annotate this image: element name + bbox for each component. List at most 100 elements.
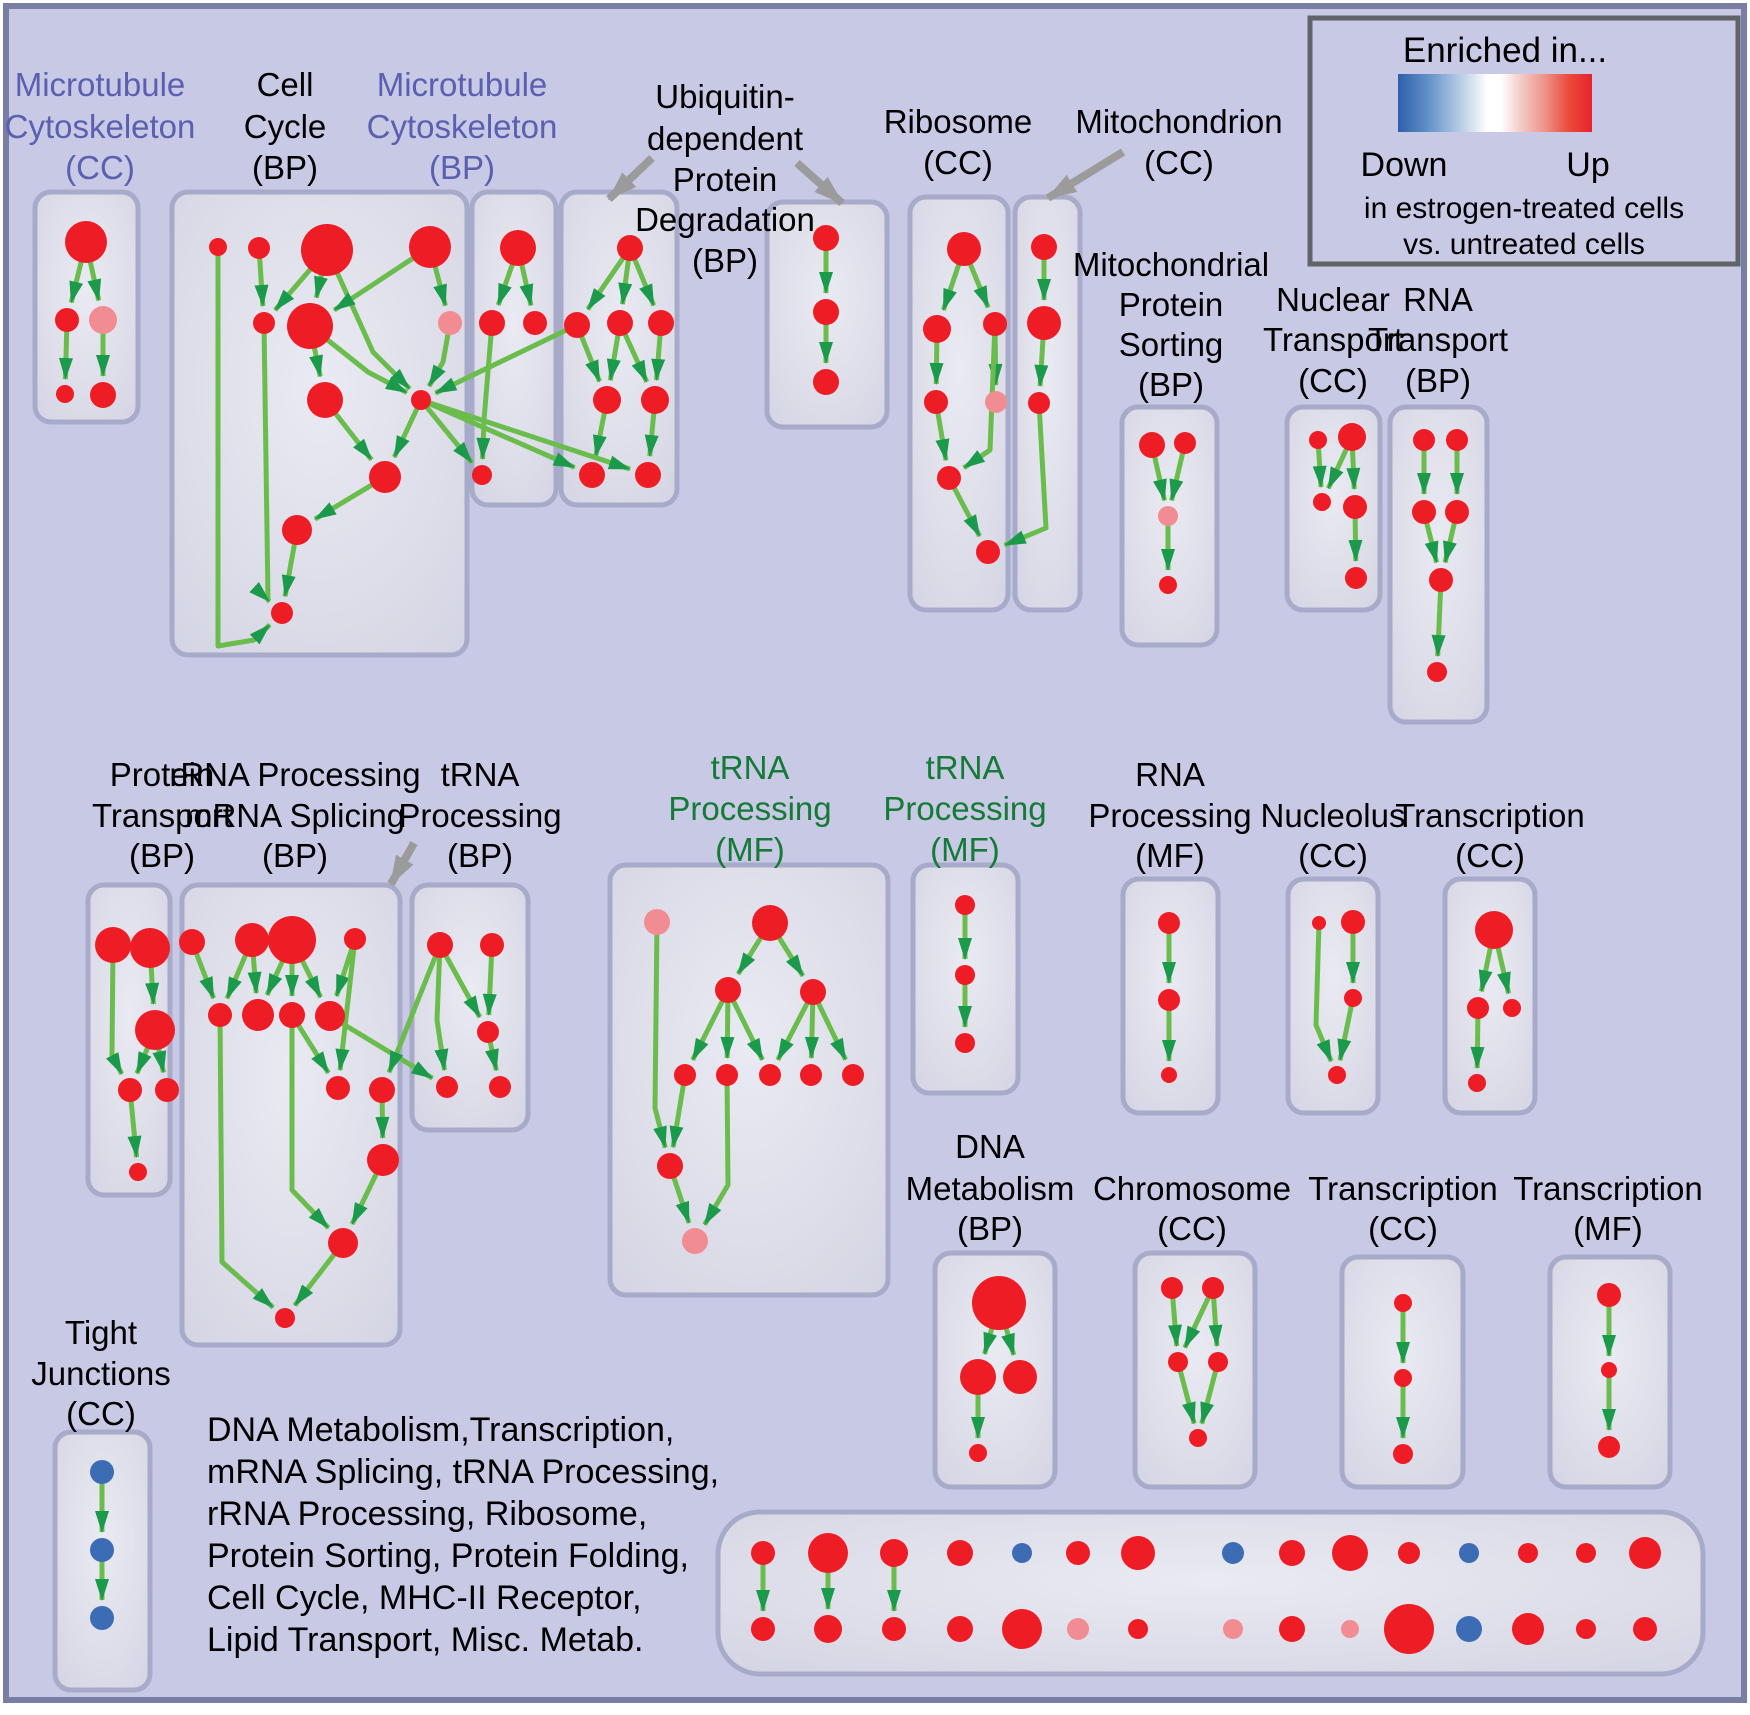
- gene-node-trna-mf-large-g2: [752, 905, 788, 941]
- cluster-label-ubiq-deg-left-line3: Degradation: [635, 201, 815, 238]
- cluster-box-chromosome: [1132, 1250, 1258, 1490]
- gene-node-protein-transport-q1: [95, 927, 131, 963]
- gene-node-transcription-mf-pm2: [1601, 1362, 1617, 1378]
- cluster-label-mitochondrion-line1: (CC): [1144, 144, 1214, 181]
- cluster-label-rna-processing-mf-line1: Processing: [1088, 797, 1251, 834]
- gene-node-trna-mf-small-h1: [955, 895, 975, 915]
- gene-node-trna-mf-large-g9: [842, 1064, 864, 1086]
- gene-node-chromosome-n1: [1161, 1277, 1183, 1299]
- legend-up_label: Up: [1566, 146, 1609, 184]
- gene-node-microtubule-cc-a5: [90, 382, 116, 408]
- cluster-label-rna-processing-mf-line0: RNA: [1135, 756, 1205, 793]
- pair-node-bottom-8: [1279, 1616, 1305, 1642]
- pair-node-top-13: [1576, 1543, 1596, 1563]
- gene-node-protein-transport-q2: [130, 928, 170, 968]
- mixed-clusters-text-line1: mRNA Splicing, tRNA Processing,: [207, 1453, 719, 1491]
- gene-node-ribosome-r5: [985, 391, 1007, 413]
- gene-node-rrna-processing-s5: [208, 1003, 232, 1027]
- gene-node-transcription-cc-mid-k4: [1468, 1074, 1486, 1092]
- cluster-label-transcription-cc-mid-line1: (CC): [1455, 837, 1525, 874]
- cluster-label-cell-cycle-line2: (BP): [252, 149, 318, 186]
- mixed-clusters-text-line0: DNA Metabolism,Transcription,: [207, 1411, 674, 1449]
- gene-node-cell-cycle-b7: [438, 311, 462, 335]
- edge: [215, 247, 272, 649]
- cluster-label-microtubule-bp-line1: Cytoskeleton: [367, 108, 558, 145]
- cluster-label-rrna-processing-line0: rRNA Processing: [169, 756, 420, 793]
- pair-node-bottom-4: [1002, 1609, 1042, 1649]
- gene-node-transcription-cc-mid-k1: [1475, 911, 1513, 949]
- pair-node-bottom-1: [814, 1615, 842, 1643]
- cluster-label-rna-transport-line2: (BP): [1405, 362, 1471, 399]
- cluster-label-tight-junctions-line2: (CC): [66, 1395, 136, 1432]
- gene-node-rna-processing-mf-i3: [1161, 1067, 1177, 1083]
- gene-node-ubiq-deg-left-d5: [593, 386, 621, 414]
- gene-node-microtubule-bp-c1: [500, 230, 536, 266]
- pair-node-top-2: [880, 1539, 908, 1567]
- gene-node-chromosome-n2: [1202, 1277, 1224, 1299]
- cluster-label-tight-junctions-line0: Tight: [65, 1314, 137, 1351]
- gene-node-rna-transport-u4: [1445, 500, 1469, 524]
- cluster-label-trna-mf-large-line2: (MF): [715, 831, 785, 868]
- edge: [386, 944, 443, 1074]
- cluster-label-trna-mf-small-line0: tRNA: [926, 749, 1005, 786]
- pair-node-bottom-6: [1128, 1619, 1148, 1639]
- edge: [420, 397, 631, 472]
- edge: [289, 1015, 331, 1230]
- pair-node-bottom-2: [882, 1617, 906, 1641]
- cluster-label-mito-protein-sorting-line0: Mitochondrial: [1073, 246, 1269, 283]
- pair-node-bottom-3: [947, 1616, 973, 1642]
- gene-node-ubiq-deg-right-e2: [813, 299, 839, 325]
- gene-node-mito-protein-sorting-p3: [1158, 506, 1178, 526]
- cluster-label-trna-mf-small-line2: (MF): [930, 831, 1000, 868]
- gene-node-ubiq-deg-left-d8: [579, 462, 605, 488]
- gene-node-ubiq-deg-right-e3: [813, 369, 839, 395]
- pair-node-bottom-7: [1223, 1619, 1243, 1639]
- gene-node-microtubule-bp-c3: [523, 311, 547, 335]
- gene-node-trna-mf-large-g8: [800, 1064, 822, 1086]
- gene-node-rna-processing-mf-i1: [1158, 912, 1180, 934]
- gene-node-cell-cycle-bh: [411, 390, 431, 410]
- cluster-label-rna-transport-line0: RNA: [1403, 281, 1473, 318]
- gene-node-ubiq-deg-left-d2: [564, 312, 590, 338]
- edge: [437, 943, 482, 1019]
- gene-node-trna-mf-small-h3: [955, 1033, 975, 1053]
- edge: [669, 1074, 688, 1149]
- cluster-label-ribosome-line0: Ribosome: [884, 103, 1033, 140]
- pair-node-top-3: [947, 1540, 973, 1566]
- gene-node-nucleolus-j4: [1328, 1066, 1346, 1084]
- edge: [1431, 579, 1446, 658]
- cluster-label-chromosome-line0: Chromosome: [1093, 1170, 1291, 1207]
- gene-node-cell-cycle-b9: [369, 461, 401, 493]
- pair-node-top-0: [751, 1541, 775, 1565]
- gene-node-rna-transport-u6: [1427, 662, 1447, 682]
- annotation-arrow: [1045, 148, 1126, 202]
- edge: [1003, 402, 1049, 548]
- cluster-label-ubiq-deg-left-line0: Ubiquitin-: [655, 78, 794, 115]
- gene-node-nuclear-transport-t1: [1309, 431, 1327, 449]
- cluster-label-microtubule-cc-line0: Microtubule: [15, 66, 186, 103]
- cluster-label-rna-processing-mf-line2: (MF): [1135, 837, 1205, 874]
- gene-node-transcription-cc-low-o2: [1394, 1369, 1412, 1387]
- pair-node-top-12: [1518, 1543, 1538, 1563]
- edge: [249, 322, 272, 604]
- gene-node-ribosome-r7: [976, 540, 1000, 564]
- edge: [1175, 1361, 1197, 1425]
- cluster-label-rrna-processing-line2: (BP): [262, 837, 328, 874]
- gene-node-transcription-cc-low-o1: [1394, 1294, 1412, 1312]
- edge: [690, 988, 731, 1061]
- gene-node-rna-transport-u1: [1413, 429, 1435, 451]
- annotation-arrow: [794, 160, 845, 206]
- gene-node-rrna-processing-s11: [367, 1144, 399, 1176]
- edge: [434, 322, 579, 396]
- gene-node-rna-transport-u2: [1446, 429, 1468, 451]
- cluster-label-cell-cycle-line0: Cell: [257, 66, 314, 103]
- gene-node-rna-processing-mf-i2: [1158, 989, 1180, 1011]
- pair-node-top-9: [1332, 1535, 1368, 1571]
- cluster-label-dna-metabolism-line1: Metabolism: [906, 1170, 1075, 1207]
- edge: [426, 322, 453, 388]
- gene-node-microtubule-cc-a2: [55, 308, 79, 332]
- mixed-clusters-text-line5: Lipid Transport, Misc. Metab.: [207, 1621, 644, 1659]
- edge: [324, 248, 412, 391]
- cluster-label-transcription-mf-line1: (MF): [1573, 1210, 1643, 1247]
- gene-node-mito-protein-sorting-p1: [1139, 432, 1165, 458]
